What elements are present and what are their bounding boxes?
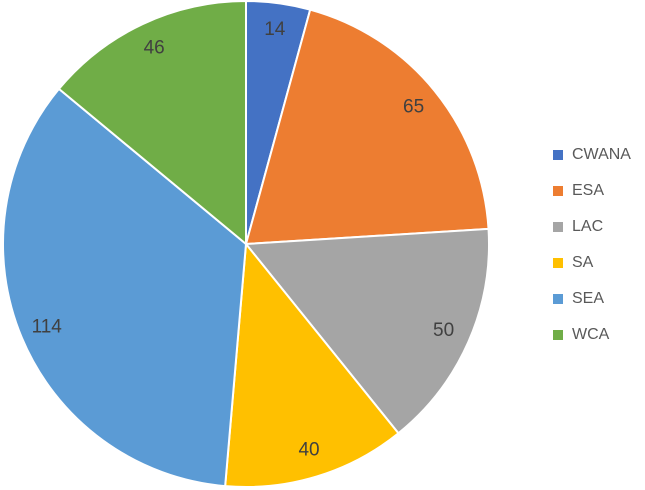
legend-label: SA: [572, 254, 594, 271]
legend-swatch: [553, 186, 563, 196]
legend-swatch: [553, 222, 563, 232]
legend-label: CWANA: [572, 146, 631, 163]
legend-swatch: [553, 330, 563, 340]
data-label: 14: [264, 19, 286, 40]
data-label: 40: [298, 440, 319, 461]
data-label: 50: [433, 320, 454, 341]
legend-swatch: [553, 294, 563, 304]
data-label: 46: [144, 38, 165, 59]
legend-swatch: [553, 150, 563, 160]
legend-label: LAC: [572, 218, 603, 235]
data-label: 114: [32, 316, 63, 337]
legend-swatch: [553, 258, 563, 268]
pie-slice: [244, 8, 490, 246]
pie-slice: [224, 241, 400, 488]
pie-slice: [2, 87, 248, 488]
pie-slice: [244, 227, 490, 435]
legend-label: WCA: [572, 326, 610, 343]
legend-label: SEA: [572, 290, 604, 307]
pie-slice: [57, 0, 247, 247]
legend-label: ESA: [572, 182, 604, 199]
data-label: 65: [403, 97, 424, 118]
